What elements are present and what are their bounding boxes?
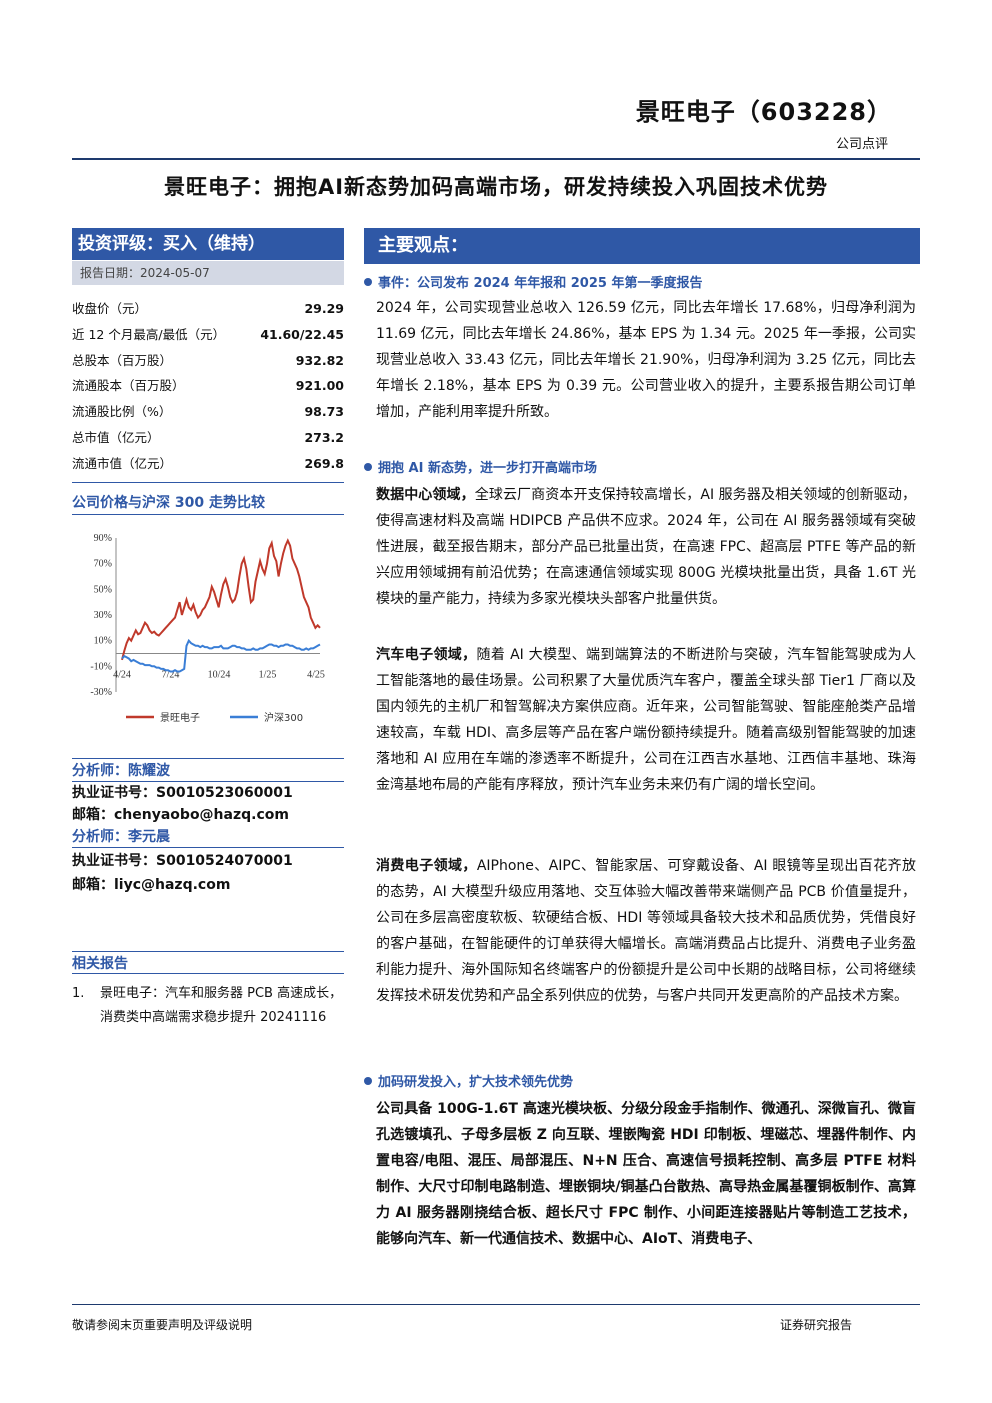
section-divider (72, 781, 344, 782)
analyst-cert: 执业证书号：S0010523060001 (72, 785, 293, 801)
legend-label: 沪深300 (264, 711, 303, 724)
stock-row-label: 流通股本（百万股） (72, 378, 185, 394)
analyst-cert: 执业证书号：S0010524070001 (72, 853, 293, 869)
section-divider (72, 758, 344, 759)
section-heading-text: 事件：公司发布 2024 年年报和 2025 年第一季度报告 (378, 276, 703, 291)
stock-row-value: 932.82 (295, 352, 344, 368)
stock-row: 总市值（亿元） 273.2 (72, 425, 344, 451)
y-tick-label: 70% (94, 559, 112, 570)
y-tick-label: -30% (90, 687, 112, 698)
stock-row-value: 269.8 (304, 455, 344, 471)
paragraph: 消费电子领域，AIPhone、AIPC、智能家居、可穿戴设备、AI 眼镜等呈现出… (376, 853, 916, 1009)
paragraph-lead: 汽车电子领域， (376, 647, 477, 663)
stock-row-value: 98.73 (304, 404, 344, 420)
analyst-email[interactable]: 邮箱：chenyaobo@hazq.com (72, 807, 289, 823)
report-headline: 景旺电子：拥抱AI新态势加码高端市场，研发持续投入巩固技术优势 (163, 175, 829, 199)
stock-row: 近 12 个月最高/最低（元） 41.60/22.45 (72, 322, 344, 348)
stock-row: 流通股比例（%） 98.73 (72, 399, 344, 425)
paragraph: 汽车电子领域，随着 AI 大模型、端到端算法的不断进阶与突破，汽车智能驾驶成为人… (376, 642, 916, 798)
section-heading: 拥抱 AI 新态势，进一步打开高端市场 (364, 457, 597, 476)
paragraph: 2024 年，公司实现营业总收入 126.59 亿元，同比去年增长 17.68%… (376, 295, 916, 425)
company-code-title: 景旺电子（603228） (635, 98, 892, 126)
stock-row-label: 流通股比例（%） (72, 404, 172, 420)
paragraph-text: AIPhone、AIPC、智能家居、可穿戴设备、AI 眼镜等呈现出百花齐放的态势… (376, 858, 916, 1004)
section-heading-text: 加码研发投入，扩大技术领先优势 (378, 1075, 574, 1090)
stock-row: 收盘价（元） 29.29 (72, 296, 344, 322)
related-report-item[interactable]: 1. 景旺电子：汽车和服务器 PCB 高速成长，消费类中高端需求稳步提升 202… (72, 982, 344, 1030)
section-divider (72, 951, 344, 952)
stock-row-label: 近 12 个月最高/最低（元） (72, 326, 226, 342)
disclaimer-note: 敬请参阅末页重要声明及评级说明 (72, 1318, 253, 1332)
stock-row-label: 总市值（亿元） (72, 429, 160, 445)
stock-row-value: 273.2 (304, 429, 344, 445)
analyst-name: 分析师：陈耀波 (72, 763, 170, 779)
bullet-icon (364, 463, 372, 471)
chart-canvas: 90% 70% 50% 30% 10% -10% -30%4/24 7/24 10/24 1/25… (90, 533, 325, 724)
x-tick-label: 4/24 (113, 670, 131, 681)
section-divider (72, 847, 344, 848)
stock-row: 流通市值（亿元） 269.8 (72, 451, 344, 477)
stock-row-value: 41.60/22.45 (260, 326, 344, 342)
x-tick-label: 7/24 (162, 670, 180, 681)
x-tick-label: 10/24 (208, 670, 231, 681)
paragraph-text: 2024 年，公司实现营业总收入 126.59 亿元，同比去年增长 17.68%… (376, 300, 916, 420)
report-type-label: 公司点评 (835, 137, 888, 152)
bullet-icon (364, 278, 372, 286)
y-tick-label: -10% (90, 661, 112, 672)
header-divider (72, 158, 920, 160)
y-tick-label: 50% (94, 584, 112, 595)
section-divider (72, 973, 344, 974)
section-heading-text: 拥抱 AI 新态势，进一步打开高端市场 (378, 461, 597, 476)
stock-row-value: 29.29 (304, 301, 344, 316)
stock-row: 总股本（百万股） 932.82 (72, 348, 344, 374)
section-heading: 事件：公司发布 2024 年年报和 2025 年第一季度报告 (364, 272, 702, 291)
stock-row-label: 流通市值（亿元） (72, 455, 173, 471)
paragraph-lead: 消费电子领域， (376, 858, 477, 874)
related-report-number: 1. (72, 986, 85, 1001)
paragraph: 公司具备 100G-1.6T 高速光模块板、分级分段金手指制作、微通孔、深微盲孔… (376, 1096, 916, 1252)
paragraph: 数据中心领域，全球云厂商资本开支保持较高增长，AI 服务器及相关领域的创新驱动，… (376, 482, 916, 612)
series-line (121, 538, 321, 661)
paragraph-lead: 数据中心领域， (376, 487, 475, 503)
related-report-text: 景旺电子：汽车和服务器 PCB 高速成长，消费类中高端需求稳步提升 202411… (100, 986, 343, 1025)
section-divider (72, 514, 344, 515)
investment-rating: 投资评级：买入（维持） (72, 228, 344, 260)
x-tick-label: 1/25 (259, 670, 277, 681)
bullet-icon (364, 1077, 372, 1085)
stock-data-table: 收盘价（元） 29.29 近 12 个月最高/最低（元） 41.60/22.45 总… (72, 296, 344, 477)
y-tick-label: 10% (94, 636, 112, 647)
x-tick-label: 4/25 (307, 670, 325, 681)
chart-title: 公司价格与沪深 300 走势比较 (72, 495, 265, 511)
footer-divider (72, 1304, 920, 1305)
report-date: 报告日期：2024-05-07 (72, 261, 344, 285)
y-tick-label: 30% (94, 610, 112, 621)
stock-row-label: 收盘价（元） (72, 301, 148, 316)
report-category: 证券研究报告 (780, 1318, 853, 1332)
section-divider (72, 482, 344, 483)
section-heading: 加码研发投入，扩大技术领先优势 (364, 1071, 573, 1090)
paragraph-text: 公司具备 100G-1.6T 高速光模块板、分级分段金手指制作、微通孔、深微盲孔… (376, 1101, 916, 1247)
price-comparison-chart: 90% 70% 50% 30% 10% -10% -30% 4/24 7/24 10/24 1/25… (72, 520, 344, 734)
series-line (121, 638, 321, 673)
y-tick-label: 90% (94, 533, 112, 544)
stock-row: 流通股本（百万股） 921.00 (72, 373, 344, 399)
analyst-name: 分析师：李元晨 (72, 829, 170, 845)
stock-row-value: 921.00 (295, 378, 344, 394)
main-points-heading: 主要观点： (364, 228, 920, 264)
paragraph-text: 随着 AI 大模型、端到端算法的不断进阶与突破，汽车智能驾驶成为人工智能落地的最… (376, 647, 917, 793)
paragraph-text: 全球云厂商资本开支保持较高增长，AI 服务器及相关领域的创新驱动，使得高速材料及… (376, 487, 917, 607)
related-reports-title: 相关报告 (72, 956, 128, 972)
legend-label: 景旺电子 (160, 711, 200, 724)
analyst-email[interactable]: 邮箱：liyc@hazq.com (72, 877, 231, 893)
stock-row-label: 总股本（百万股） (72, 352, 173, 368)
